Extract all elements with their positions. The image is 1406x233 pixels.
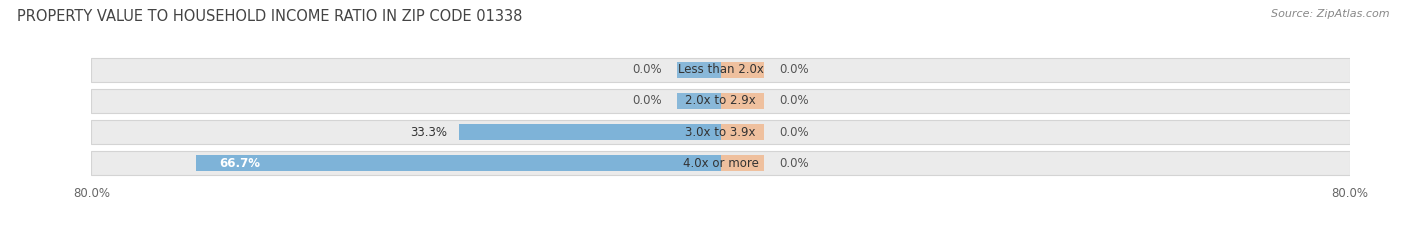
Text: PROPERTY VALUE TO HOUSEHOLD INCOME RATIO IN ZIP CODE 01338: PROPERTY VALUE TO HOUSEHOLD INCOME RATIO… — [17, 9, 522, 24]
Text: 0.0%: 0.0% — [779, 126, 810, 139]
Text: 4.0x or more: 4.0x or more — [683, 157, 758, 170]
Text: 0.0%: 0.0% — [779, 157, 810, 170]
Text: 2.0x to 2.9x: 2.0x to 2.9x — [685, 94, 756, 107]
Bar — [91, 89, 1350, 113]
Text: 0.0%: 0.0% — [631, 63, 662, 76]
Bar — [458, 124, 720, 140]
Text: 66.7%: 66.7% — [219, 157, 260, 170]
Bar — [91, 58, 1350, 82]
Bar — [678, 62, 720, 78]
Text: 3.0x to 3.9x: 3.0x to 3.9x — [685, 126, 756, 139]
Bar — [720, 93, 763, 109]
Bar — [195, 155, 720, 171]
Text: 0.0%: 0.0% — [631, 94, 662, 107]
Text: Source: ZipAtlas.com: Source: ZipAtlas.com — [1271, 9, 1389, 19]
Bar — [720, 62, 763, 78]
Text: 0.0%: 0.0% — [779, 94, 810, 107]
Bar — [720, 124, 763, 140]
Bar — [720, 155, 763, 171]
Bar — [91, 120, 1350, 144]
Text: 0.0%: 0.0% — [779, 63, 810, 76]
Bar — [91, 151, 1350, 175]
Text: 33.3%: 33.3% — [411, 126, 447, 139]
Text: Less than 2.0x: Less than 2.0x — [678, 63, 763, 76]
Bar — [678, 93, 720, 109]
